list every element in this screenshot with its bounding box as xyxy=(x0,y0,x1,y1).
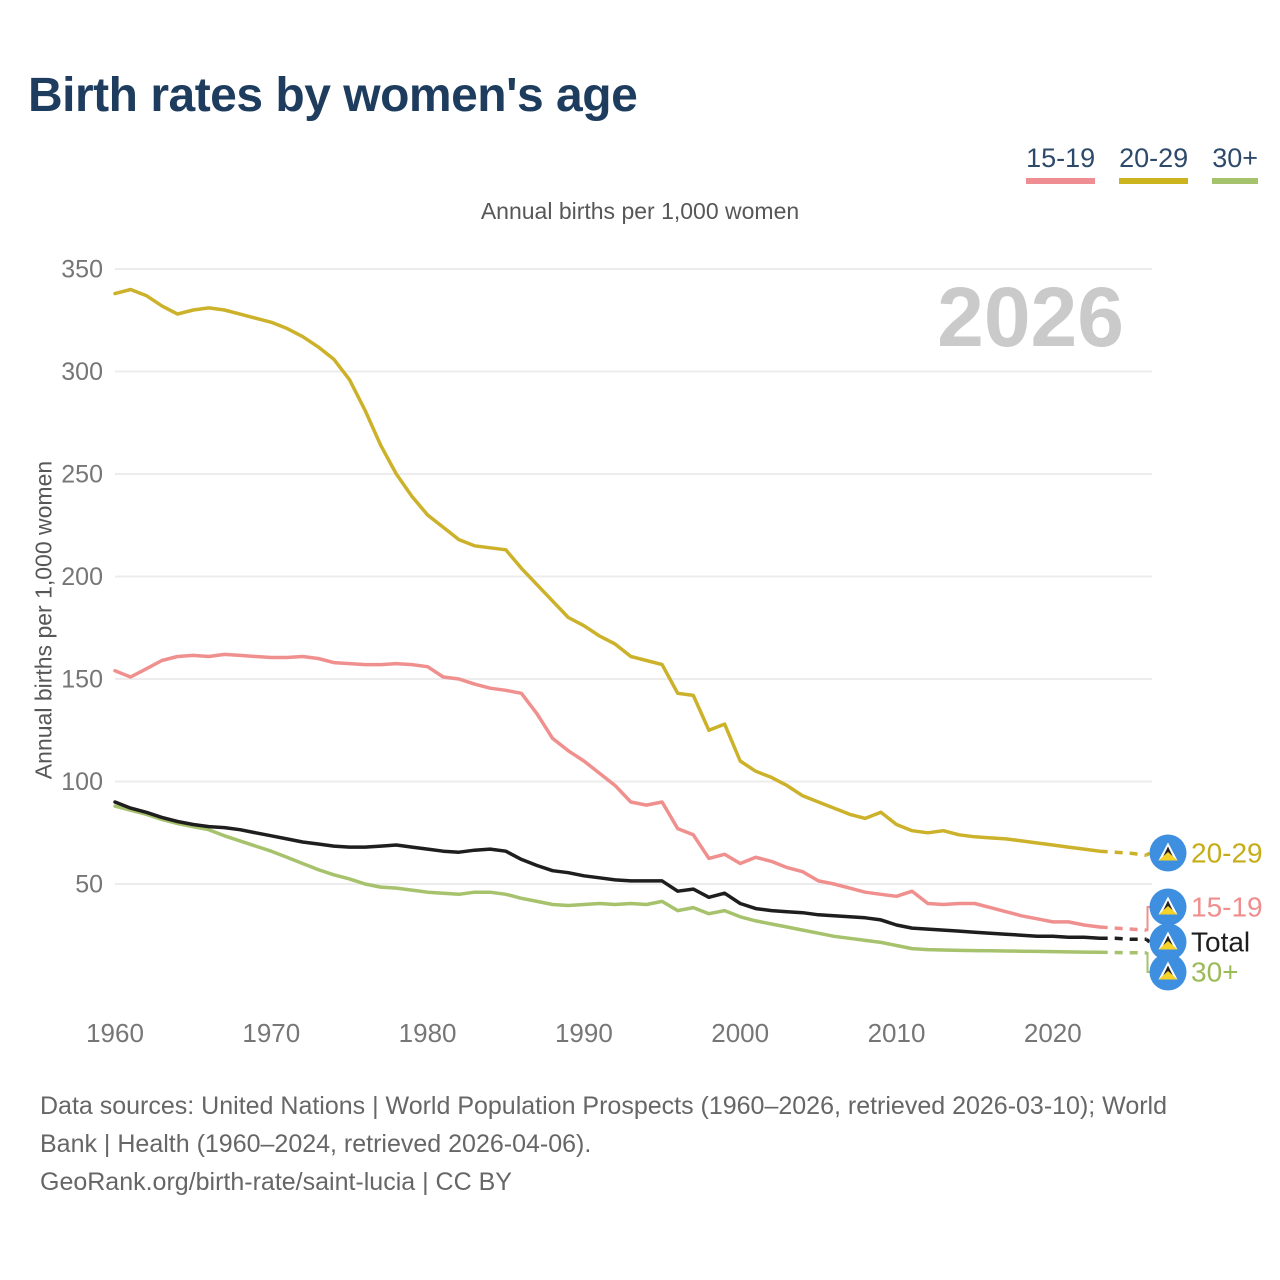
leader-line-20-29 xyxy=(1145,851,1151,857)
y-tick-label: 100 xyxy=(61,768,103,796)
footer: Data sources: United Nations | World Pop… xyxy=(40,1087,1250,1201)
legend-item-15-19[interactable]: 15-19 xyxy=(1026,143,1096,184)
legend-label: 20-29 xyxy=(1119,143,1189,173)
attribution-line: GeoRank.org/birth-rate/saint-lucia | CC … xyxy=(40,1168,512,1196)
series-line-Total xyxy=(113,800,1102,941)
series-line-projection-30+ xyxy=(1099,950,1147,955)
leader-line-Total xyxy=(1145,938,1151,944)
series-line-20-29 xyxy=(113,287,1102,853)
end-label-15-19: 15-19 xyxy=(1191,892,1263,923)
end-label-20-29: 20-29 xyxy=(1191,838,1263,869)
chart-subtitle: Annual births per 1,000 women xyxy=(480,198,800,224)
y-tick-label: 150 xyxy=(61,666,103,694)
saint-lucia-flag-icon xyxy=(1149,834,1187,872)
saint-lucia-flag-icon xyxy=(1149,923,1187,961)
legend-underline-swatch xyxy=(1026,178,1096,184)
x-tick-label: 1970 xyxy=(242,1018,300,1048)
watermark-year: 2026 xyxy=(937,270,1124,364)
legend-item-30plus[interactable]: 30+ xyxy=(1212,143,1258,184)
end-label-30+: 30+ xyxy=(1191,957,1239,988)
legend-underline-swatch xyxy=(1119,178,1189,184)
series-line-projection-15-19 xyxy=(1099,925,1147,932)
series-line-30+ xyxy=(113,804,1102,955)
series-line-projection-Total xyxy=(1099,936,1147,942)
y-tick-label: 50 xyxy=(75,871,103,899)
y-tick-label: 350 xyxy=(61,256,103,284)
x-tick-label: 2010 xyxy=(868,1018,926,1048)
legend-item-20-29[interactable]: 20-29 xyxy=(1119,143,1189,184)
y-tick-label: 250 xyxy=(61,461,103,489)
x-tick-label: 1960 xyxy=(86,1018,144,1048)
y-tick-label: 200 xyxy=(61,563,103,591)
x-tick-label: 1980 xyxy=(399,1018,457,1048)
saint-lucia-flag-icon xyxy=(1149,953,1187,991)
series-line-projection-20-29 xyxy=(1099,849,1147,858)
legend: 15-19 20-29 30+ xyxy=(1026,143,1258,184)
legend-underline-swatch xyxy=(1212,178,1258,184)
legend-label: 30+ xyxy=(1212,143,1258,173)
legend-label: 15-19 xyxy=(1026,143,1096,173)
leader-line-15-19 xyxy=(1146,906,1150,932)
y-tick-label: 300 xyxy=(61,358,103,386)
series-line-15-19 xyxy=(113,652,1102,929)
saint-lucia-flag-icon xyxy=(1149,888,1187,926)
data-sources-line: Bank | Health (1960–2024, retrieved 2026… xyxy=(40,1130,592,1158)
data-sources-line: Data sources: United Nations | World Pop… xyxy=(40,1092,1168,1120)
end-label-Total: Total xyxy=(1191,927,1250,958)
leader-line-30+ xyxy=(1146,951,1150,973)
x-tick-label: 2020 xyxy=(1024,1018,1082,1048)
x-tick-label: 2000 xyxy=(711,1018,769,1048)
x-tick-label: 1990 xyxy=(555,1018,613,1048)
page-title: Birth rates by women's age xyxy=(28,69,638,122)
